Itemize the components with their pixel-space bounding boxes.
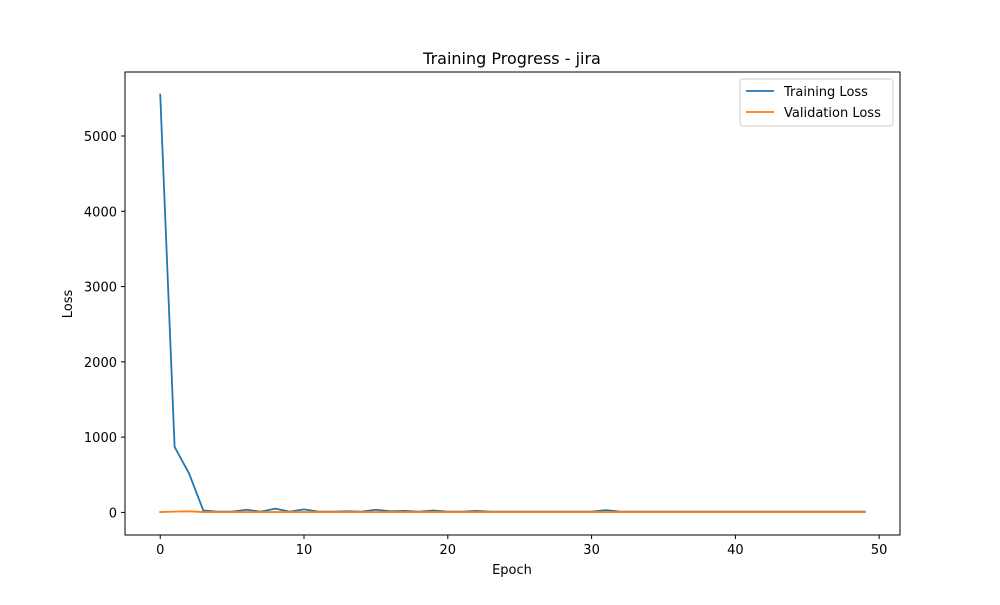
x-tick-label: 20 — [440, 543, 457, 558]
legend-box — [739, 78, 894, 127]
y-tick-label: 2000 — [84, 356, 117, 371]
axes-frame — [124, 71, 901, 536]
series-line-training-loss — [159, 93, 866, 513]
y-tick-label: 3000 — [84, 281, 117, 296]
x-tick-label: 0 — [156, 543, 164, 558]
plot-area: 0 10 20 30 40 50 0 1000 2000 3000 4000 5000 — [84, 71, 901, 558]
legend-label-training-loss: Training Loss — [783, 85, 868, 100]
y-tick-label: 1000 — [84, 431, 117, 446]
series-line-validation-loss — [159, 510, 866, 513]
y-axis-label: Loss — [61, 290, 76, 319]
x-axis-label: Epoch — [492, 563, 532, 578]
x-tick-label: 10 — [296, 543, 313, 558]
legend: Training Loss Validation Loss — [739, 78, 894, 127]
x-tick-label: 40 — [727, 543, 744, 558]
y-tick-label: 0 — [109, 506, 117, 521]
y-tick-label: 4000 — [84, 205, 117, 220]
chart-title: Training Progress - jira — [422, 49, 601, 68]
x-tick-label: 30 — [583, 543, 600, 558]
legend-label-validation-loss: Validation Loss — [784, 106, 881, 121]
y-tick-label: 5000 — [84, 130, 117, 145]
x-tick-label: 50 — [871, 543, 888, 558]
